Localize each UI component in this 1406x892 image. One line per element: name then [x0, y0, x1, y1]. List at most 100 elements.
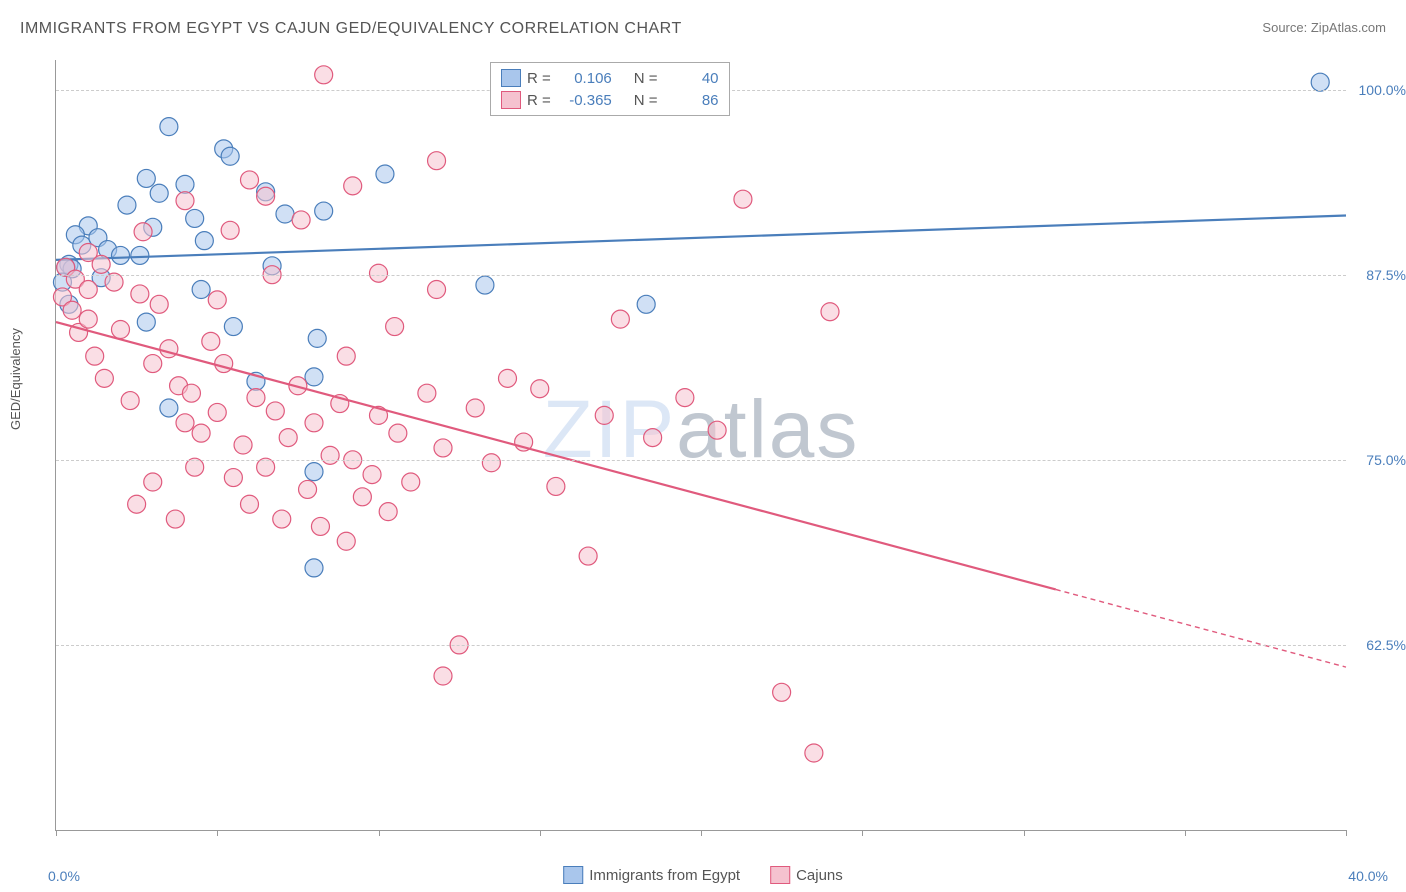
- point-cajun: [311, 517, 329, 535]
- chart-title: IMMIGRANTS FROM EGYPT VS CAJUN GED/EQUIV…: [20, 20, 682, 38]
- point-cajun: [428, 281, 446, 299]
- point-cajun: [95, 369, 113, 387]
- point-cajun: [499, 369, 517, 387]
- point-cajun: [215, 355, 233, 373]
- point-cajun: [247, 389, 265, 407]
- point-cajun: [208, 291, 226, 309]
- point-cajun: [547, 477, 565, 495]
- n-label: N =: [634, 92, 658, 109]
- point-cajun: [79, 310, 97, 328]
- point-egypt: [195, 232, 213, 250]
- point-cajun: [273, 510, 291, 528]
- x-tick: [540, 830, 541, 836]
- point-cajun: [79, 281, 97, 299]
- point-egypt: [137, 313, 155, 331]
- legend-label-egypt: Immigrants from Egypt: [589, 867, 740, 884]
- trendline-cajun-dashed: [1056, 589, 1346, 667]
- point-cajun: [734, 190, 752, 208]
- legend-item-egypt: Immigrants from Egypt: [563, 866, 740, 884]
- point-cajun: [644, 429, 662, 447]
- plot-area: ZIPatlas 62.5%75.0%87.5%100.0%: [55, 60, 1346, 831]
- y-tick-label: 100.0%: [1359, 82, 1406, 98]
- y-tick-label: 62.5%: [1366, 637, 1406, 653]
- point-cajun: [134, 223, 152, 241]
- point-cajun: [708, 421, 726, 439]
- point-cajun: [363, 466, 381, 484]
- swatch-egypt-icon: [563, 866, 583, 884]
- point-cajun: [386, 318, 404, 336]
- point-egypt: [1311, 73, 1329, 91]
- point-egypt: [150, 184, 168, 202]
- gridline: [56, 645, 1346, 646]
- swatch-cajun: [501, 91, 521, 109]
- r-value-egypt: 0.106: [557, 70, 612, 87]
- point-cajun: [279, 429, 297, 447]
- x-tick: [56, 830, 57, 836]
- gridline: [56, 460, 1346, 461]
- point-cajun: [773, 683, 791, 701]
- point-egypt: [308, 329, 326, 347]
- point-cajun: [805, 744, 823, 762]
- point-cajun: [150, 295, 168, 313]
- r-label: R =: [527, 92, 551, 109]
- point-cajun: [166, 510, 184, 528]
- point-cajun: [337, 532, 355, 550]
- point-egypt: [476, 276, 494, 294]
- legend-row-cajun: R = -0.365 N = 86: [501, 89, 719, 111]
- point-cajun: [299, 480, 317, 498]
- point-cajun: [428, 152, 446, 170]
- point-cajun: [676, 389, 694, 407]
- point-egypt: [637, 295, 655, 313]
- point-egypt: [186, 209, 204, 227]
- x-tick: [1346, 830, 1347, 836]
- point-cajun: [186, 458, 204, 476]
- point-cajun: [257, 187, 275, 205]
- x-tick: [701, 830, 702, 836]
- point-cajun: [418, 384, 436, 402]
- point-cajun: [176, 414, 194, 432]
- r-label: R =: [527, 70, 551, 87]
- point-cajun: [321, 446, 339, 464]
- legend-series: Immigrants from Egypt Cajuns: [563, 866, 843, 884]
- point-egypt: [160, 399, 178, 417]
- x-tick: [1024, 830, 1025, 836]
- point-egypt: [160, 118, 178, 136]
- point-cajun: [63, 301, 81, 319]
- source-name: ZipAtlas.com: [1311, 20, 1386, 35]
- point-cajun: [121, 392, 139, 410]
- point-egypt: [305, 368, 323, 386]
- point-cajun: [128, 495, 146, 513]
- trendline-egypt: [56, 215, 1346, 259]
- point-cajun: [241, 171, 259, 189]
- point-cajun: [92, 255, 110, 273]
- point-egypt: [276, 205, 294, 223]
- legend-row-egypt: R = 0.106 N = 40: [501, 67, 719, 89]
- n-label: N =: [634, 70, 658, 87]
- point-egypt: [118, 196, 136, 214]
- point-cajun: [595, 406, 613, 424]
- point-cajun: [370, 264, 388, 282]
- x-tick-0: 0.0%: [48, 868, 80, 884]
- point-egypt: [305, 463, 323, 481]
- point-cajun: [221, 221, 239, 239]
- point-cajun: [192, 424, 210, 442]
- point-egypt: [137, 169, 155, 187]
- point-egypt: [112, 246, 130, 264]
- point-cajun: [86, 347, 104, 365]
- point-cajun: [144, 473, 162, 491]
- point-cajun: [202, 332, 220, 350]
- point-egypt: [192, 281, 210, 299]
- legend-label-cajun: Cajuns: [796, 867, 843, 884]
- point-cajun: [821, 303, 839, 321]
- point-cajun: [389, 424, 407, 442]
- point-cajun: [353, 488, 371, 506]
- point-cajun: [266, 402, 284, 420]
- x-tick: [862, 830, 863, 836]
- point-egypt: [315, 202, 333, 220]
- point-cajun: [234, 436, 252, 454]
- point-cajun: [315, 66, 333, 84]
- point-cajun: [224, 469, 242, 487]
- gridline: [56, 275, 1346, 276]
- point-cajun: [337, 347, 355, 365]
- x-tick: [217, 830, 218, 836]
